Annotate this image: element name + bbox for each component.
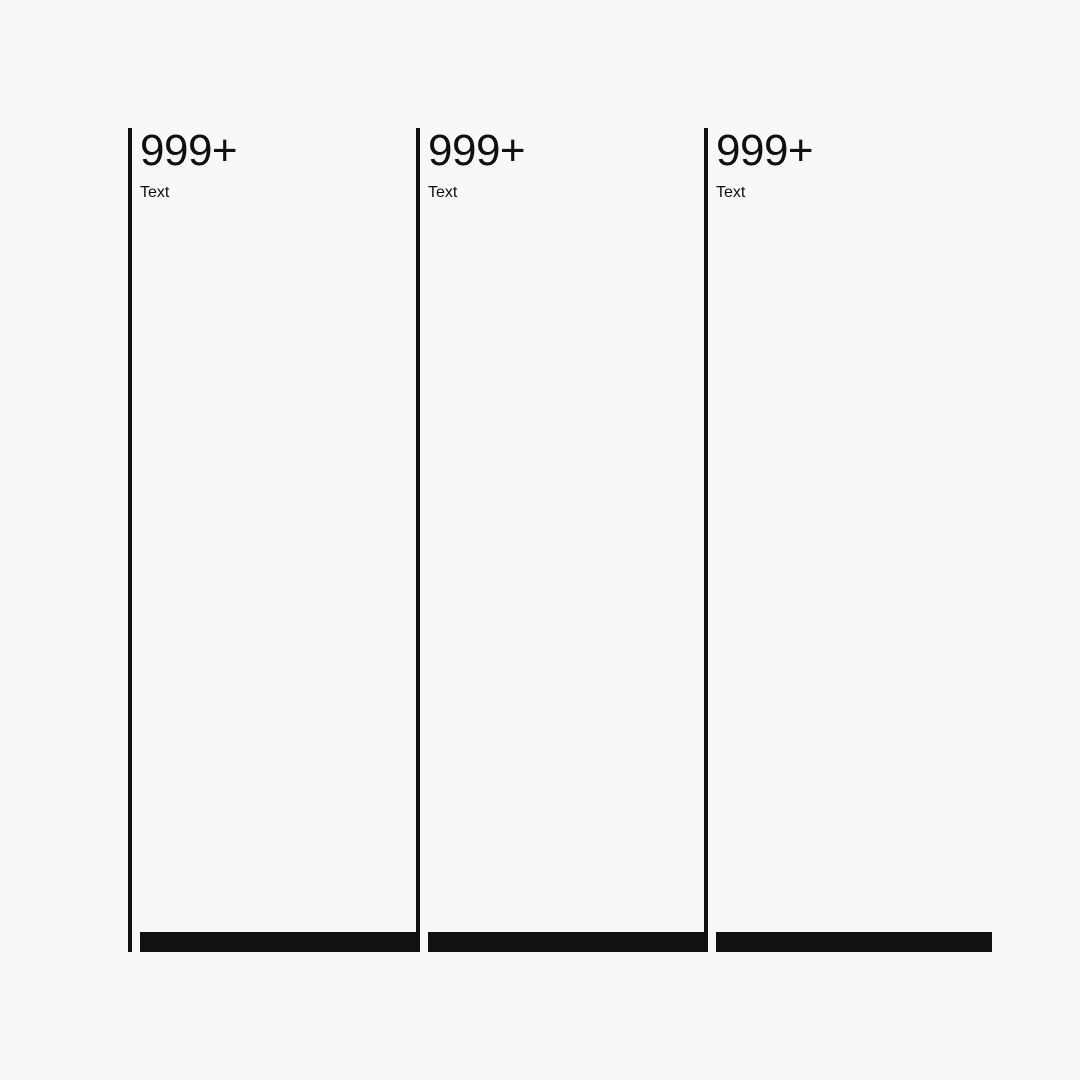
stat-bar (716, 932, 992, 952)
stat-bar (140, 932, 416, 952)
card-divider-line (704, 128, 708, 952)
stat-label: Text (140, 184, 170, 201)
stat-value: 999+ (716, 126, 814, 175)
card-divider-line (128, 128, 132, 952)
stat-value: 999+ (428, 126, 526, 175)
stat-bar (428, 932, 704, 952)
card-divider-line (416, 128, 420, 952)
stat-value: 999+ (140, 126, 238, 175)
stat-label: Text (428, 184, 458, 201)
stat-card: 999+ Text (128, 128, 416, 952)
stat-label: Text (716, 184, 746, 201)
stat-card: 999+ Text (704, 128, 992, 952)
stat-card: 999+ Text (416, 128, 704, 952)
